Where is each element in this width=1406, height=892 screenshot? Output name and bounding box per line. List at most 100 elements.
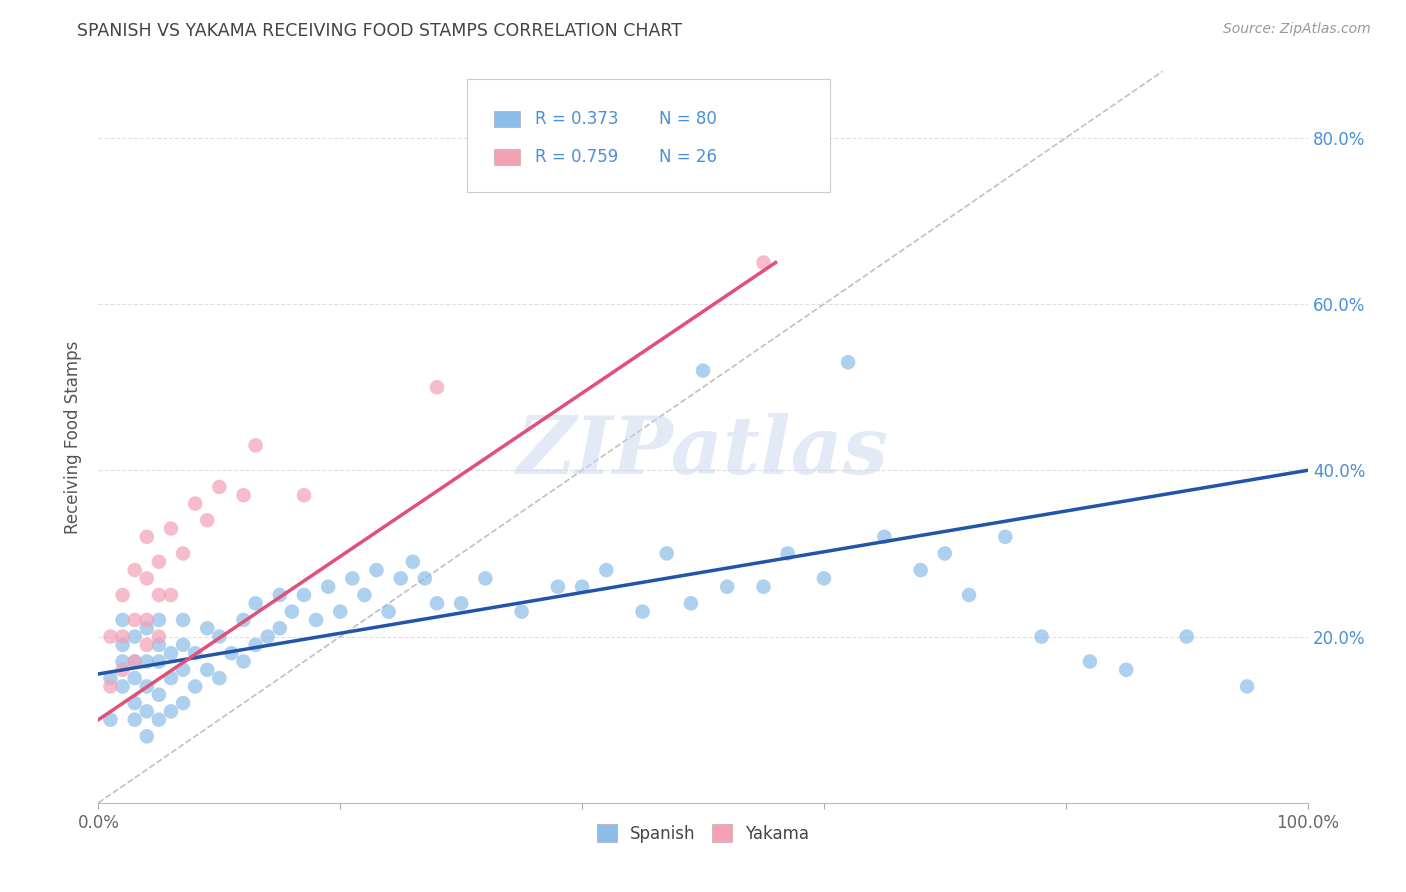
Point: [716, 580, 738, 594]
Point: [160, 521, 183, 535]
Point: [342, 571, 364, 585]
Point: [111, 638, 134, 652]
Point: [100, 680, 122, 694]
Text: R = 0.373: R = 0.373: [534, 110, 619, 128]
Point: [135, 621, 157, 635]
Point: [195, 513, 218, 527]
Point: [148, 613, 170, 627]
Point: [873, 530, 896, 544]
Point: [1078, 655, 1101, 669]
Point: [160, 646, 183, 660]
Point: [124, 713, 146, 727]
Point: [148, 688, 170, 702]
Point: [135, 638, 157, 652]
Point: [957, 588, 980, 602]
Text: ZIPatlas: ZIPatlas: [517, 413, 889, 491]
Point: [111, 588, 134, 602]
Point: [934, 546, 956, 560]
Point: [329, 605, 352, 619]
Point: [450, 596, 472, 610]
Point: [426, 596, 449, 610]
Point: [232, 488, 254, 502]
Point: [305, 613, 328, 627]
Y-axis label: Receiving Food Stamps: Receiving Food Stamps: [65, 341, 83, 533]
Point: [292, 488, 315, 502]
Point: [135, 613, 157, 627]
Point: [124, 563, 146, 577]
Point: [111, 655, 134, 669]
Point: [547, 580, 569, 594]
Point: [292, 588, 315, 602]
Text: R = 0.759: R = 0.759: [534, 148, 619, 166]
Point: [148, 588, 170, 602]
Point: [776, 546, 799, 560]
Point: [195, 663, 218, 677]
Point: [111, 613, 134, 627]
Point: [245, 596, 267, 610]
FancyBboxPatch shape: [467, 78, 830, 192]
Point: [837, 355, 859, 369]
Point: [692, 363, 714, 377]
Point: [208, 630, 231, 644]
Text: Source: ZipAtlas.com: Source: ZipAtlas.com: [1223, 22, 1371, 37]
Point: [135, 530, 157, 544]
Point: [184, 680, 207, 694]
Point: [195, 621, 218, 635]
Point: [402, 555, 425, 569]
Point: [910, 563, 932, 577]
Point: [232, 613, 254, 627]
Point: [245, 438, 267, 452]
Point: [377, 605, 399, 619]
Text: N = 26: N = 26: [659, 148, 717, 166]
Point: [148, 713, 170, 727]
Point: [124, 613, 146, 627]
Point: [135, 705, 157, 719]
Point: [571, 580, 593, 594]
Point: [172, 638, 194, 652]
Point: [655, 546, 678, 560]
Point: [813, 571, 835, 585]
Point: [148, 630, 170, 644]
Point: [135, 655, 157, 669]
Point: [752, 255, 775, 269]
Point: [100, 630, 122, 644]
Point: [172, 663, 194, 677]
Point: [111, 630, 134, 644]
Point: [413, 571, 436, 585]
Point: [160, 671, 183, 685]
Point: [1115, 663, 1137, 677]
Point: [631, 605, 654, 619]
Point: [366, 563, 388, 577]
Point: [474, 571, 496, 585]
Point: [221, 646, 243, 660]
Text: N = 80: N = 80: [659, 110, 717, 128]
Point: [269, 588, 291, 602]
FancyBboxPatch shape: [494, 111, 520, 127]
FancyBboxPatch shape: [494, 149, 520, 165]
Legend: Spanish, Yakama: Spanish, Yakama: [591, 818, 815, 849]
Point: [389, 571, 412, 585]
Point: [353, 588, 375, 602]
Point: [124, 696, 146, 710]
Point: [595, 563, 617, 577]
Point: [426, 380, 449, 394]
Point: [679, 596, 702, 610]
Point: [1236, 680, 1258, 694]
Point: [510, 605, 533, 619]
Point: [184, 497, 207, 511]
Point: [1031, 630, 1053, 644]
Point: [148, 555, 170, 569]
Point: [111, 663, 134, 677]
Point: [256, 630, 278, 644]
Point: [160, 588, 183, 602]
Point: [172, 613, 194, 627]
Point: [148, 655, 170, 669]
Point: [245, 638, 267, 652]
Point: [184, 646, 207, 660]
Point: [148, 638, 170, 652]
Point: [316, 580, 339, 594]
Point: [111, 680, 134, 694]
Point: [124, 655, 146, 669]
Point: [160, 705, 183, 719]
Point: [124, 630, 146, 644]
